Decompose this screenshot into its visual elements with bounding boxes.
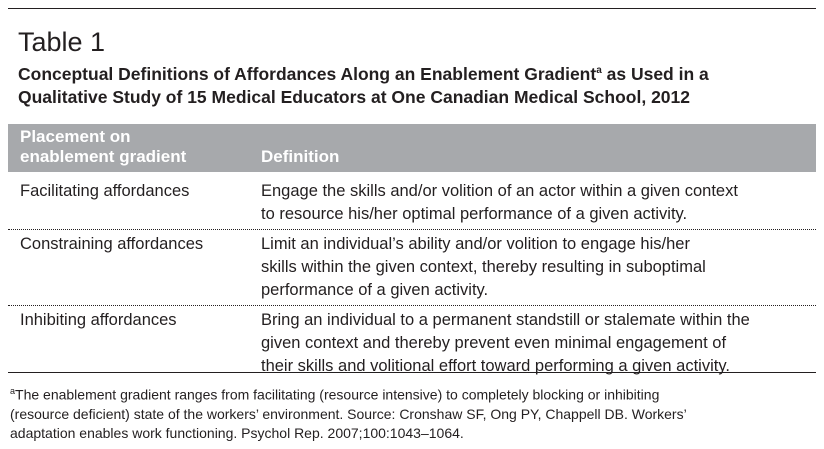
title-line: Qualitative Study of 15 Medical Educator… xyxy=(18,87,690,108)
placement: Inhibiting affordances xyxy=(20,311,177,329)
definition: their skills and volitional effort towar… xyxy=(261,357,730,375)
definition: Limit an individual’s ability and/or vol… xyxy=(261,235,690,253)
footnote-line: adaptation enables work functioning. Psy… xyxy=(10,425,464,441)
definition: Engage the skills and/or volition of an … xyxy=(261,182,738,200)
row-separator xyxy=(8,229,816,230)
definition: performance of a given activity. xyxy=(261,281,489,299)
title-text: Conceptual Definitions of Affordances Al… xyxy=(18,64,597,84)
table-header xyxy=(8,124,816,172)
title-text: Qualitative Study of 15 Medical Educator… xyxy=(18,87,690,107)
column-header: enablement gradient xyxy=(20,147,187,166)
row-separator xyxy=(8,305,816,306)
footnote-text: (resource deficient) state of the worker… xyxy=(10,405,687,422)
note-mark: a xyxy=(596,65,602,77)
definition: skills within the given context, thereby… xyxy=(261,258,706,276)
title-text: as Used in a xyxy=(601,64,709,84)
footnote-mark: a xyxy=(10,386,16,396)
definition: to resource his/her optimal performance … xyxy=(261,205,688,223)
title-line: Conceptual Definitions of Affordances Al… xyxy=(18,64,709,85)
definition: given context and thereby prevent even m… xyxy=(261,334,727,352)
rule xyxy=(8,372,816,373)
footnote-text: adaptation enables work functioning. Psy… xyxy=(10,425,464,441)
footnote-line: aThe enablement gradient ranges from fac… xyxy=(10,386,659,403)
definition: Bring an individual to a permanent stand… xyxy=(261,311,750,329)
placement: Constraining affordances xyxy=(20,235,204,253)
placement: Facilitating affordances xyxy=(20,182,190,200)
footnote-text: The enablement gradient ranges from faci… xyxy=(15,386,660,403)
rule xyxy=(8,8,816,9)
table-label: Table 1 xyxy=(18,27,106,57)
column-header: Definition xyxy=(261,147,340,166)
column-header: Placement on xyxy=(20,127,131,146)
footnote-line: (resource deficient) state of the worker… xyxy=(10,406,687,422)
